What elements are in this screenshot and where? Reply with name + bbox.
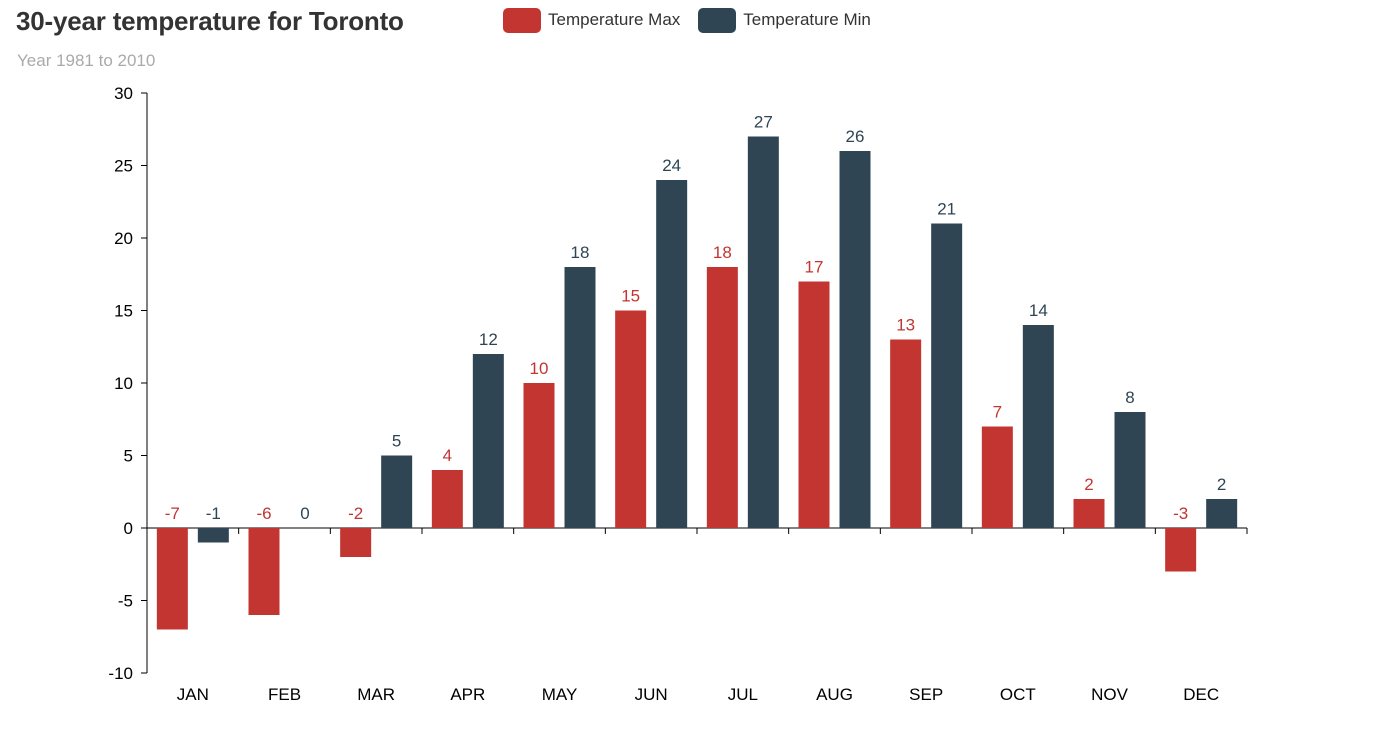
data-label-min: 5 — [392, 432, 401, 451]
data-label-max: 7 — [993, 403, 1002, 422]
bar-min — [747, 136, 779, 528]
y-tick-label: 5 — [124, 447, 133, 466]
data-label-min: -1 — [206, 504, 221, 523]
chart-subtitle: Year 1981 to 2010 — [17, 51, 156, 70]
bar-min — [1022, 325, 1054, 528]
data-label-min: 24 — [662, 156, 681, 175]
data-label-max: 13 — [896, 316, 915, 335]
bar-min — [564, 267, 596, 528]
y-tick-label: 30 — [114, 84, 133, 103]
data-label-max: -7 — [165, 504, 180, 523]
bar-max — [431, 470, 463, 528]
x-tick-label: AUG — [816, 685, 853, 704]
data-label-max: 18 — [713, 243, 732, 262]
bar-max — [248, 528, 280, 615]
bar-min — [839, 151, 871, 528]
chart-title: 30-year temperature for Toronto — [16, 6, 404, 36]
data-label-min: 12 — [479, 330, 498, 349]
data-label-min: 18 — [571, 243, 590, 262]
data-label-max: -3 — [1173, 504, 1188, 523]
data-label-max: -6 — [256, 504, 271, 523]
x-tick-label: APR — [450, 685, 485, 704]
data-label-max: 4 — [443, 446, 452, 465]
bar-min — [1206, 499, 1238, 528]
bar-min — [1114, 412, 1146, 528]
legend-label-max: Temperature Max — [548, 10, 681, 29]
legend-item-temperature-min[interactable]: Temperature Min — [698, 7, 871, 33]
y-tick-label: 20 — [114, 229, 133, 248]
legend-swatch-min — [698, 7, 737, 33]
x-tick-label: JUL — [728, 685, 758, 704]
chart-legend: Temperature Max Temperature Min — [503, 7, 889, 33]
data-label-min: 27 — [754, 113, 773, 132]
bar-max — [706, 267, 738, 528]
x-tick-label: FEB — [268, 685, 301, 704]
bar-max — [1165, 528, 1197, 572]
x-tick-label: DEC — [1183, 685, 1219, 704]
bar-max — [156, 528, 188, 630]
y-tick-label: 0 — [124, 519, 133, 538]
bar-min — [931, 223, 963, 528]
x-tick-label: SEP — [909, 685, 943, 704]
bar-max — [798, 281, 830, 528]
data-label-min: 0 — [300, 504, 309, 523]
x-tick-label: JUN — [635, 685, 668, 704]
y-tick-label: -10 — [108, 664, 133, 683]
data-label-max: 10 — [530, 359, 549, 378]
data-label-min: 8 — [1125, 388, 1134, 407]
data-label-max: 15 — [621, 287, 640, 306]
data-label-min: 2 — [1217, 475, 1226, 494]
bar-min — [197, 528, 229, 543]
bar-max — [340, 528, 372, 557]
bar-max — [1073, 499, 1105, 528]
y-tick-label: 15 — [114, 302, 133, 321]
y-tick-label: 10 — [114, 374, 133, 393]
legend-item-temperature-max[interactable]: Temperature Max — [503, 7, 681, 33]
bar-max — [523, 383, 555, 528]
data-label-max: 17 — [805, 258, 824, 277]
y-tick-label: 25 — [114, 157, 133, 176]
data-label-min: 26 — [846, 127, 865, 146]
bar-min — [656, 180, 688, 528]
x-tick-label: JAN — [177, 685, 209, 704]
bar-min — [472, 354, 504, 528]
data-label-max: 2 — [1084, 475, 1093, 494]
data-label-max: -2 — [348, 504, 363, 523]
bar-max — [615, 310, 647, 528]
data-label-min: 14 — [1029, 301, 1048, 320]
x-tick-label: NOV — [1091, 685, 1129, 704]
data-label-min: 21 — [937, 200, 956, 219]
x-tick-label: OCT — [1000, 685, 1036, 704]
legend-label-min: Temperature Min — [743, 10, 871, 29]
bar-min — [381, 455, 413, 528]
y-tick-label: -5 — [118, 592, 133, 611]
legend-swatch-max — [503, 7, 541, 33]
x-tick-label: MAY — [542, 685, 578, 704]
x-tick-label: MAR — [357, 685, 395, 704]
bar-max — [981, 426, 1013, 528]
bar-max — [890, 339, 922, 528]
